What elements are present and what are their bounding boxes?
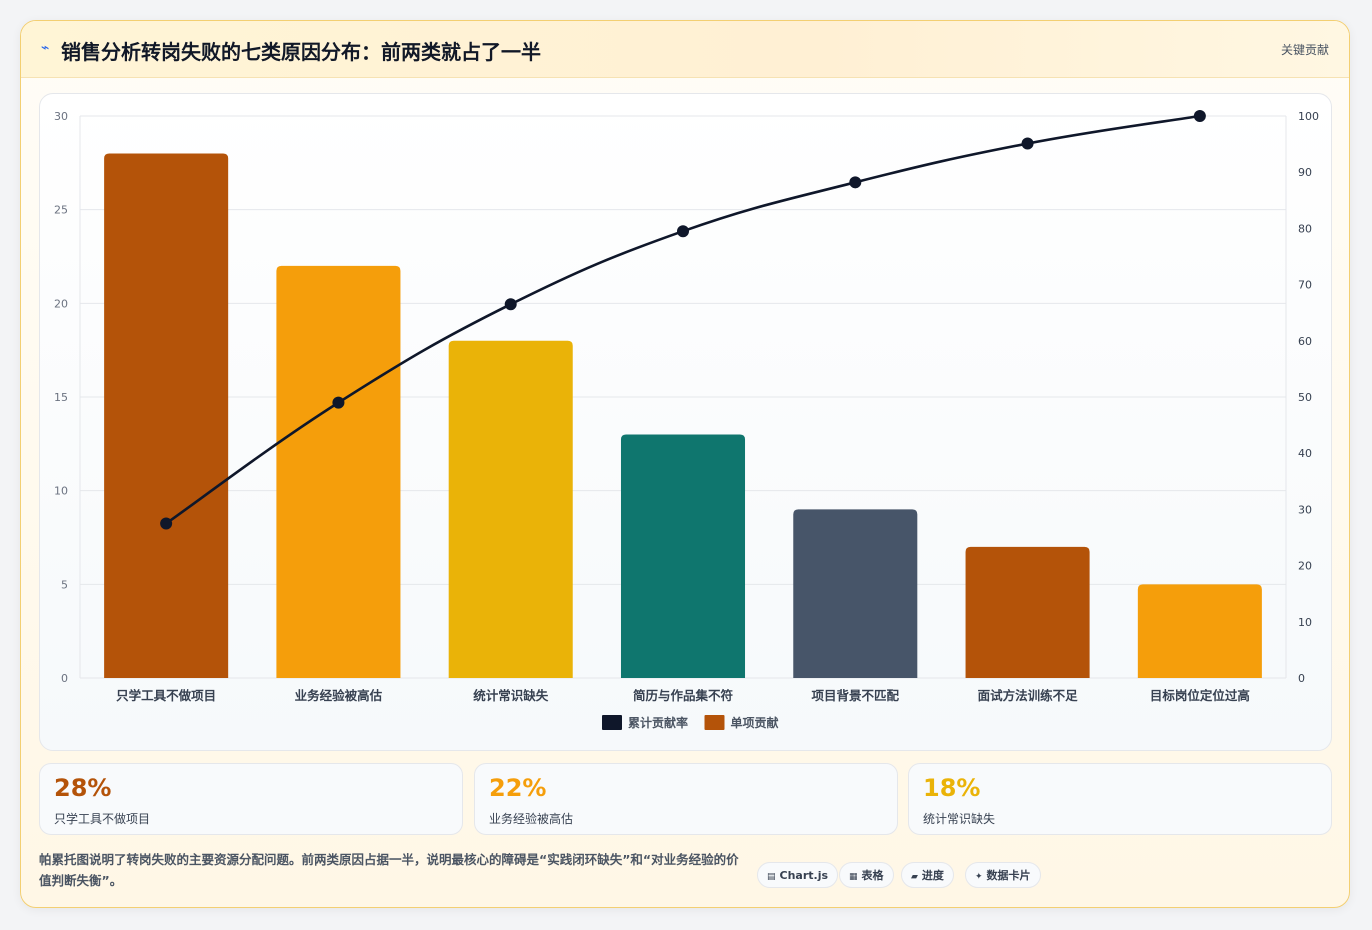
y2-tick-label: 0 bbox=[1298, 672, 1305, 685]
x-tick-label: 统计常识缺失 bbox=[473, 688, 549, 703]
footer-note: 帕累托图说明了转岗失败的主要资源分配问题。前两类原因占据一半，说明最核心的障碍是… bbox=[39, 852, 739, 888]
bar bbox=[104, 153, 229, 678]
bar bbox=[1137, 584, 1262, 678]
x-tick-label: 项目背景不匹配 bbox=[812, 688, 900, 703]
card-header: ⌁ 销售分析转岗失败的七类原因分布：前两类就占了一半 关键贡献 bbox=[21, 21, 1349, 78]
bar bbox=[620, 434, 746, 678]
stat-label: 业务经验被高估 bbox=[489, 812, 574, 826]
bar bbox=[276, 265, 401, 678]
x-tick-label: 面试方法训练不足 bbox=[978, 688, 1079, 703]
stat-card-1: 28% 只学工具不做项目 bbox=[39, 763, 463, 835]
y2-tick-label: 60 bbox=[1298, 335, 1312, 348]
stat-card-2: 22% 业务经验被高估 bbox=[474, 763, 898, 835]
chip-label: 进度 bbox=[921, 869, 944, 882]
stat-card-3: 18% 统计常识缺失 bbox=[908, 763, 1332, 835]
x-tick-label: 简历与作品集不符 bbox=[633, 688, 734, 703]
stat-label: 只学工具不做项目 bbox=[54, 812, 151, 826]
chip-label: 数据卡片 bbox=[986, 869, 1031, 882]
y2-tick-label: 90 bbox=[1298, 166, 1312, 179]
x-tick-label: 只学工具不做项目 bbox=[116, 688, 216, 703]
legend-label: 单项贡献 bbox=[731, 715, 779, 730]
pareto-chart: 0 5 10 15 20 25 30 0 10 20 30 40 50 60 70 80 90 100 只学工具不做… bbox=[54, 110, 1319, 730]
y2-tick-label: 70 bbox=[1298, 279, 1312, 292]
legend-swatch bbox=[704, 715, 725, 730]
chip-label: 表格 bbox=[861, 869, 884, 882]
x-tick-label: 目标岗位定位过高 bbox=[1150, 688, 1250, 703]
chart-card: ⌁ 销售分析转岗失败的七类原因分布：前两类就占了一半 关键贡献 0 5 10 15 20… bbox=[20, 20, 1350, 908]
line-point bbox=[504, 298, 517, 311]
legend-swatch bbox=[602, 715, 622, 730]
y2-tick-label: 10 bbox=[1298, 616, 1312, 629]
y2-tick-label: 100 bbox=[1298, 110, 1319, 123]
y2-tick-label: 80 bbox=[1298, 222, 1312, 235]
stat-value: 28% bbox=[54, 774, 112, 802]
y2-tick-label: 40 bbox=[1298, 447, 1312, 460]
line-point bbox=[1193, 110, 1206, 122]
table-icon: ▦ bbox=[849, 872, 858, 882]
chip-progress[interactable]: ▰ 进度 bbox=[901, 862, 954, 888]
y-tick-label: 30 bbox=[54, 110, 68, 123]
chip-data-card[interactable]: ✦ 数据卡片 bbox=[965, 862, 1041, 888]
chart-panel: 0 5 10 15 20 25 30 0 10 20 30 40 50 60 70 80 90 100 只学工具不做… bbox=[39, 93, 1332, 751]
bar bbox=[793, 509, 918, 678]
line-point bbox=[849, 176, 862, 189]
line-point bbox=[332, 396, 345, 409]
y-tick-label: 0 bbox=[61, 672, 68, 685]
sparkle-icon: ✦ bbox=[975, 872, 983, 882]
y2-tick-label: 30 bbox=[1298, 503, 1312, 516]
y-tick-label: 10 bbox=[54, 485, 68, 498]
stat-value: 18% bbox=[923, 774, 981, 802]
bar bbox=[448, 340, 573, 678]
y-tick-label: 5 bbox=[61, 578, 68, 591]
stat-label: 统计常识缺失 bbox=[923, 812, 996, 826]
y-tick-label: 20 bbox=[54, 297, 68, 310]
bar bbox=[965, 546, 1090, 678]
card-title: 销售分析转岗失败的七类原因分布：前两类就占了一半 bbox=[61, 40, 541, 64]
stat-value: 22% bbox=[489, 774, 547, 802]
lightning-icon: ⌁ bbox=[41, 40, 50, 56]
line-point bbox=[160, 517, 173, 530]
header-tag: 关键贡献 bbox=[1280, 43, 1329, 57]
line-point bbox=[1021, 137, 1034, 150]
y2-tick-label: 50 bbox=[1298, 391, 1312, 404]
line-point bbox=[677, 225, 689, 238]
chart-icon: ▤ bbox=[767, 872, 776, 882]
y-tick-label: 25 bbox=[54, 204, 68, 217]
x-tick-label: 业务经验被高估 bbox=[295, 688, 383, 703]
progress-icon: ▰ bbox=[911, 872, 918, 882]
chip-table[interactable]: ▦ 表格 bbox=[839, 862, 894, 888]
y2-tick-label: 20 bbox=[1298, 560, 1312, 573]
legend-label: 累计贡献率 bbox=[628, 715, 688, 730]
chip-label: Chart.js bbox=[779, 869, 829, 882]
y-tick-label: 15 bbox=[54, 391, 68, 404]
chip-chartjs[interactable]: ▤ Chart.js bbox=[757, 862, 839, 888]
